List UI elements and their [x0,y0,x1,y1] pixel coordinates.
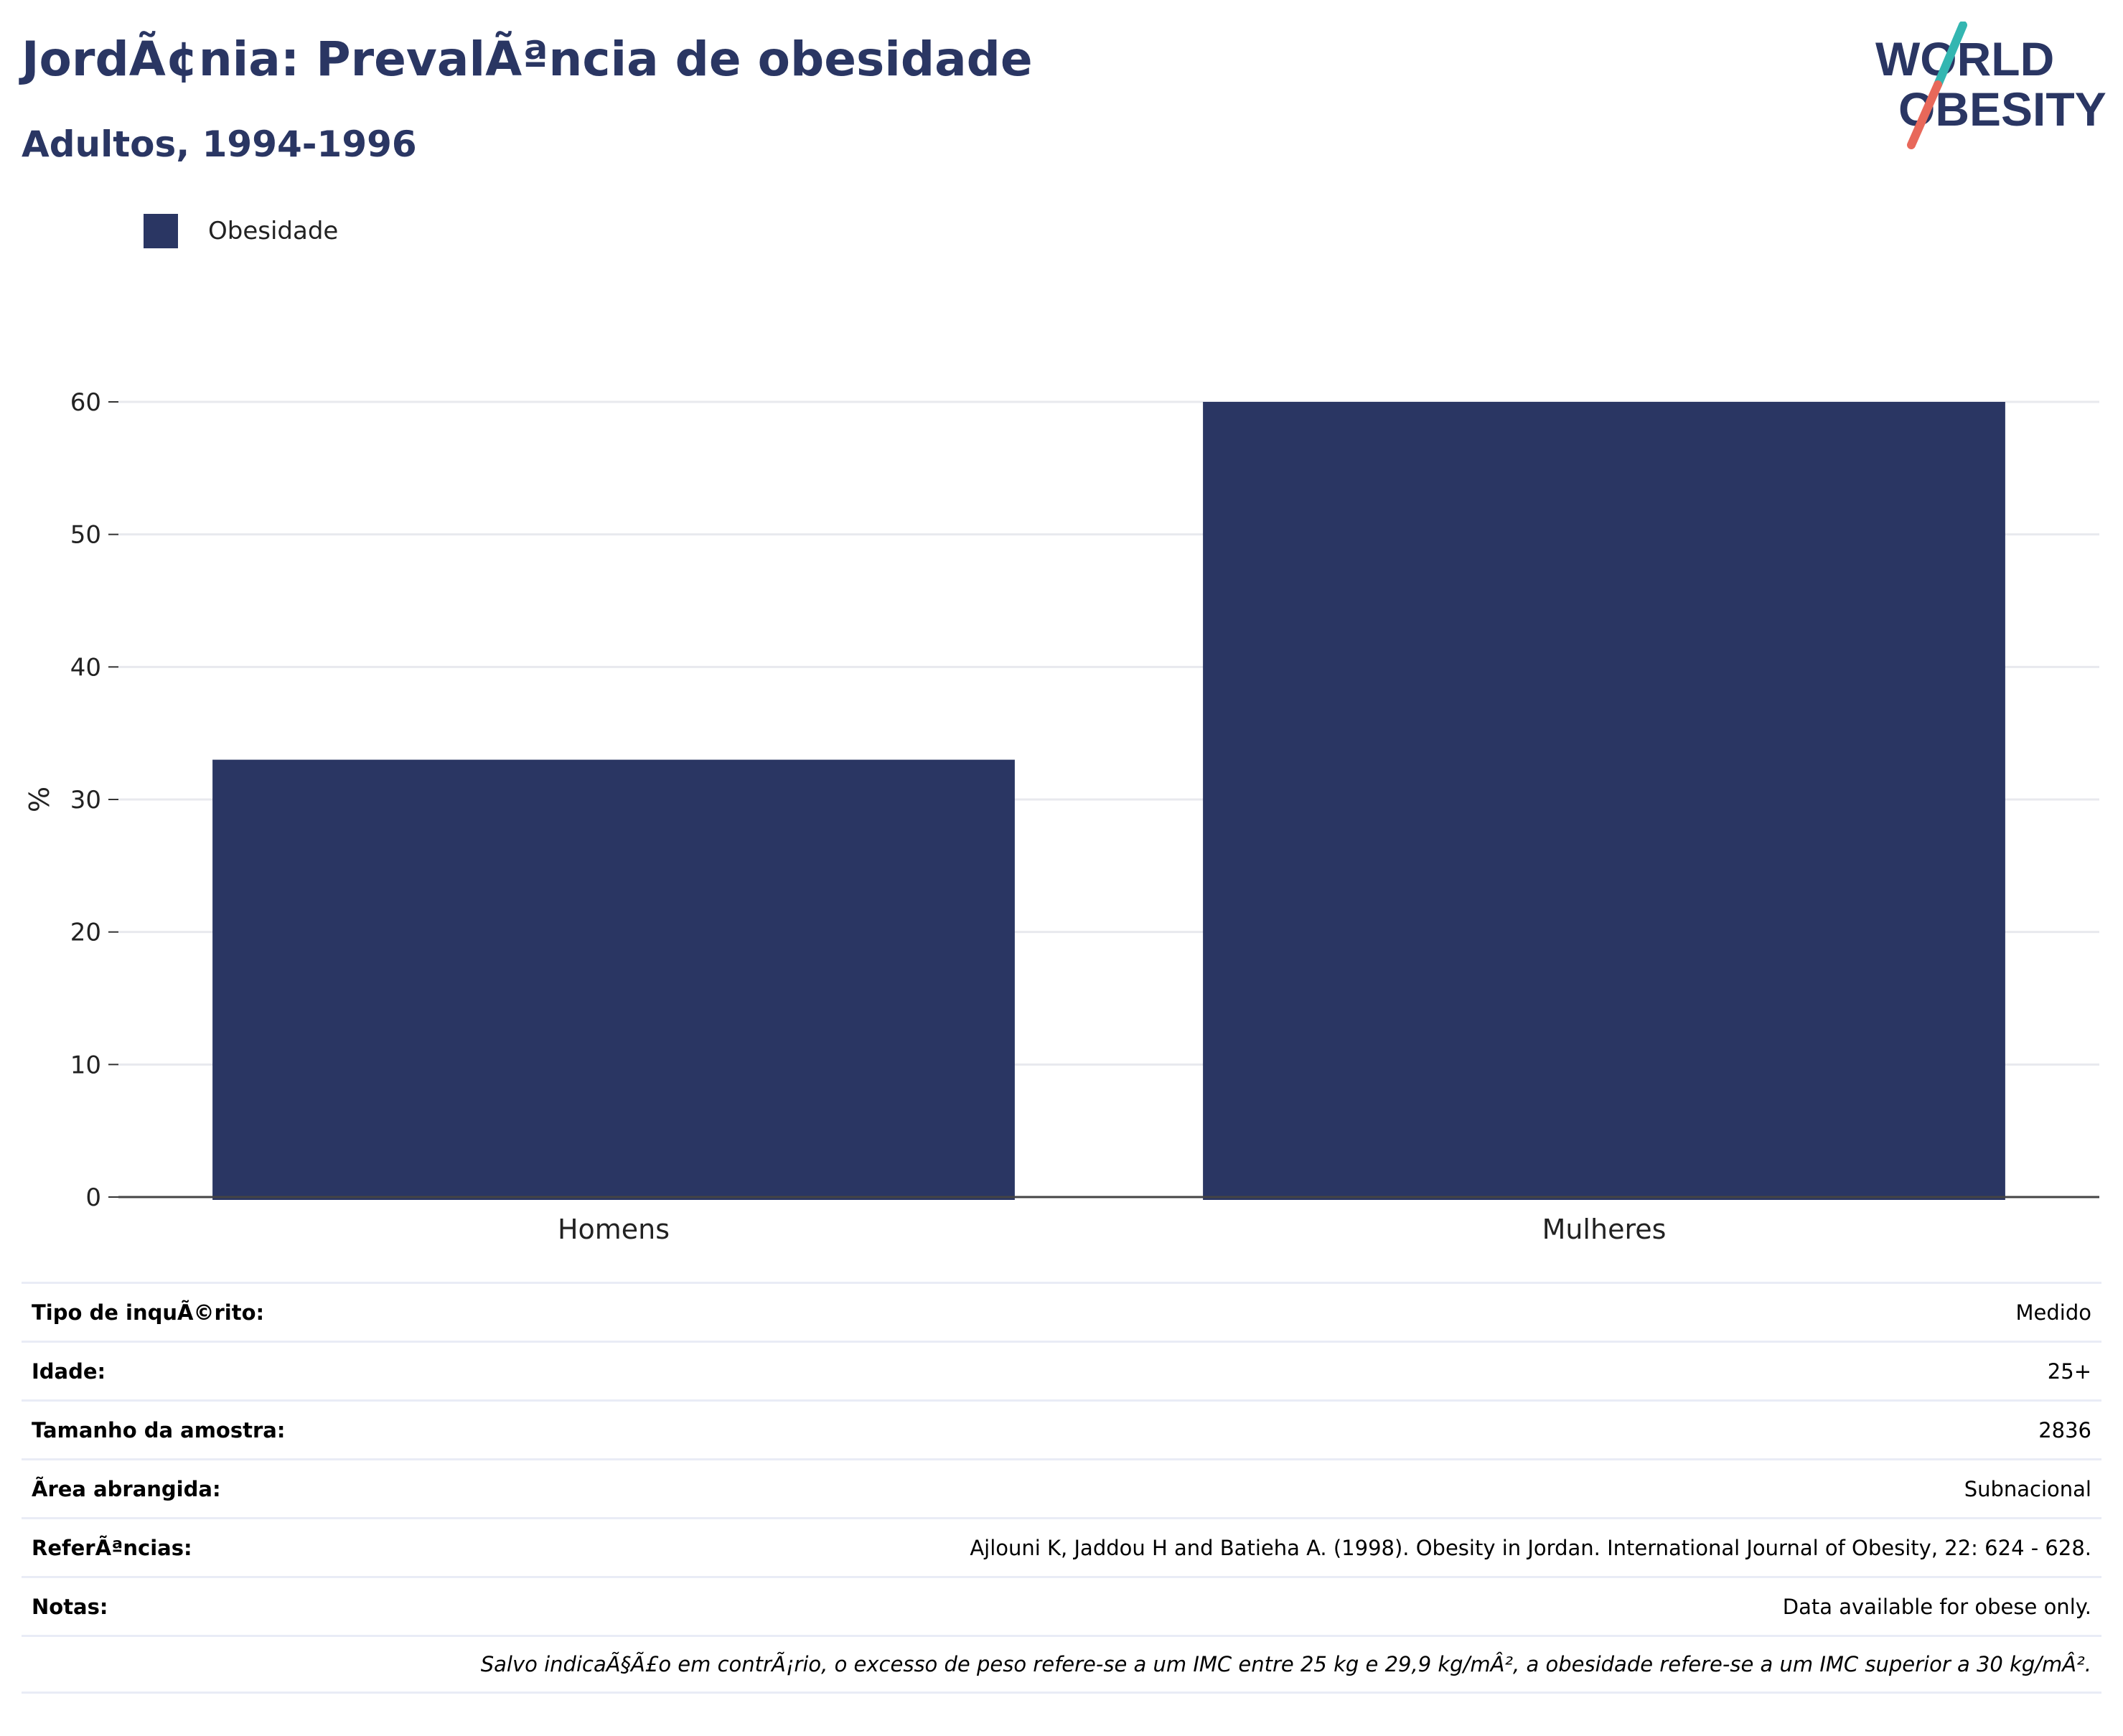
info-row-survey-type: Tipo de inquÃ©rito: Medido [22,1282,2101,1341]
legend[interactable]: Obesidade [144,214,338,248]
y-tick-label: 10 [70,1051,101,1079]
logo-slash-bottom [1907,80,1942,149]
y-tick-label: 50 [70,521,101,550]
info-label: Tipo de inquÃ©rito: [32,1300,265,1325]
info-value: 2836 [2038,1417,2091,1442]
legend-swatch-obesidade [144,214,178,248]
bar-chart: 0 10 20 30 40 50 60% Homens Mulheres [24,388,2099,1245]
info-label: Ãrea abrangida: [32,1476,221,1501]
bar [1203,402,2005,1200]
info-value: 25+ [2047,1359,2091,1384]
info-table: Tipo de inquÃ©rito: Medido Idade: 25+ Ta… [22,1282,2101,1694]
x-tick-label: Homens [558,1214,670,1245]
bar [212,759,1015,1200]
info-value: Data available for obese only. [1782,1594,2091,1619]
info-label: Notas: [32,1594,108,1619]
info-label: ReferÃªncias: [32,1535,192,1560]
info-footnote: Salvo indicaÃ§Ã£o em contrÃ¡rio, o exces… [22,1635,2101,1694]
chart-title: JordÃ¢nia: PrevalÃªncia de obesidade [22,32,1033,87]
info-value: Ajlouni K, Jaddou H and Batieha A. (1998… [970,1535,2091,1560]
y-tick-label: 20 [70,919,101,947]
footnote-text: Salvo indicaÃ§Ã£o em contrÃ¡rio, o exces… [480,1652,2091,1676]
info-row-age: Idade: 25+ [22,1341,2101,1399]
info-row-references: ReferÃªncias: Ajlouni K, Jaddou H and Ba… [22,1517,2101,1576]
logo-text-world: WORLD [1875,32,2054,85]
info-value: Subnacional [1964,1476,2091,1501]
world-obesity-logo: WORLD OBESITY [1875,22,2106,149]
y-tick-label: 30 [70,786,101,815]
info-row-notes: Notas: Data available for obese only. [22,1576,2101,1635]
info-row-sample-size: Tamanho da amostra: 2836 [22,1399,2101,1458]
info-value: Medido [2015,1300,2091,1325]
chart-subtitle: Adultos, 1994-1996 [22,123,417,165]
legend-label-obesidade: Obesidade [208,217,339,245]
y-tick-label: 60 [70,388,101,417]
x-tick-label: Mulheres [1542,1214,1667,1245]
y-axis-label: % [24,787,55,812]
logo-slash-top [1934,22,1967,89]
info-row-area: Ãrea abrangida: Subnacional [22,1458,2101,1517]
info-label: Idade: [32,1359,106,1384]
y-tick-label: 40 [70,653,101,682]
y-tick-label: 0 [85,1183,101,1212]
info-label: Tamanho da amostra: [32,1417,286,1442]
